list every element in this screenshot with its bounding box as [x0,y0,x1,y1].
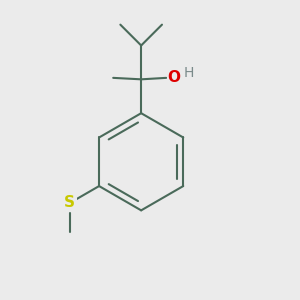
Text: H: H [184,66,194,80]
Text: S: S [64,196,75,211]
Text: O: O [168,70,181,86]
